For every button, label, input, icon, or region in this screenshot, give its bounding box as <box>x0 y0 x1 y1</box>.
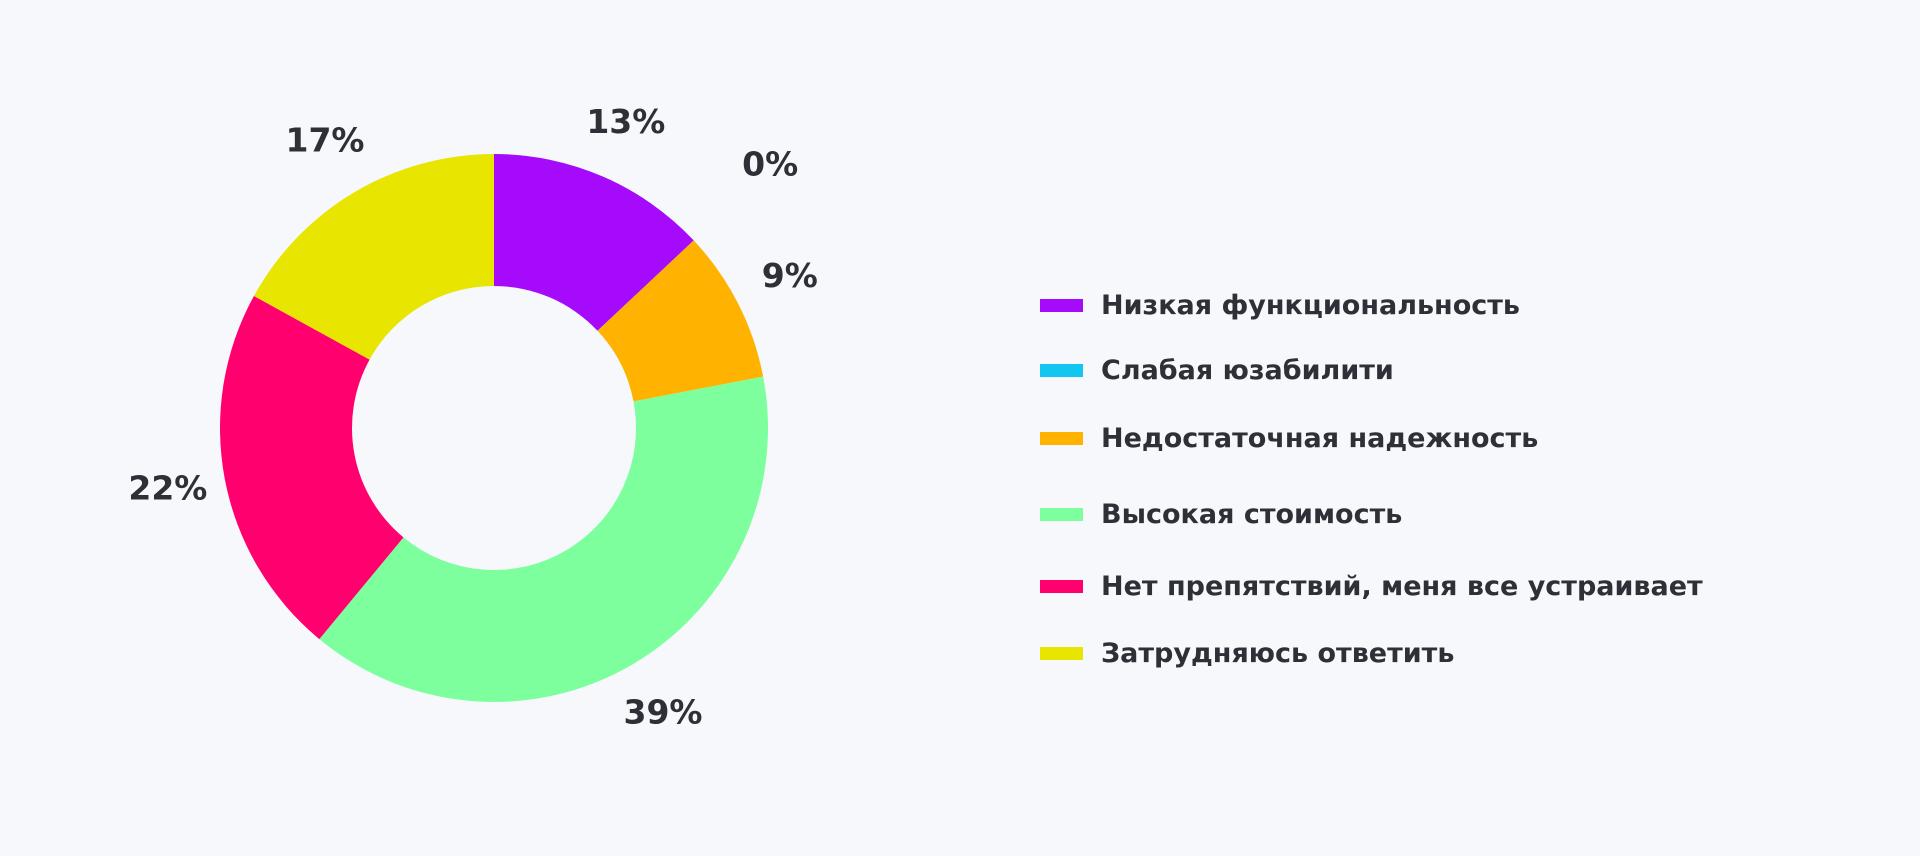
slice-no-obstacles <box>220 295 404 640</box>
legend-item-high-cost: Высокая стоимость <box>1040 494 1402 534</box>
label-weak-usability: 0% <box>742 145 798 184</box>
slice-labels: 13% 0% 9% 39% 22% 17% <box>128 102 817 731</box>
legend-item-no-obstacles: Нет препятствий, меня все устраивает <box>1040 566 1703 606</box>
slice-high-cost <box>319 376 769 702</box>
legend-item-low-reliability: Недостаточная надежность <box>1040 418 1538 458</box>
legend-item-low-functionality: Низкая функциональность <box>1040 285 1520 325</box>
label-no-obstacles: 22% <box>128 469 207 508</box>
chart-legend: Низкая функциональность Слабая юзабилити… <box>1040 0 1900 856</box>
legend-swatch <box>1040 507 1083 521</box>
legend-swatch <box>1040 646 1083 660</box>
legend-label: Нет препятствий, меня все устраивает <box>1101 570 1703 602</box>
legend-swatch <box>1040 431 1083 445</box>
slice-hard-to-answer <box>253 154 494 360</box>
slice-low-reliability <box>597 240 764 402</box>
legend-swatch <box>1040 298 1083 312</box>
donut-slices <box>220 154 769 702</box>
donut-chart: 13% 0% 9% 39% 22% 17% <box>128 102 817 731</box>
legend-label: Низкая функциональность <box>1101 289 1520 321</box>
legend-item-hard-to-answer: Затрудняюсь ответить <box>1040 633 1454 673</box>
legend-label: Затрудняюсь ответить <box>1101 637 1455 669</box>
label-hard-to-answer: 17% <box>285 121 364 160</box>
label-low-reliability: 9% <box>762 256 818 295</box>
legend-swatch <box>1040 579 1083 593</box>
legend-label: Слабая юзабилити <box>1101 354 1394 386</box>
legend-label: Недостаточная надежность <box>1101 422 1539 454</box>
label-low-functionality: 13% <box>586 102 665 141</box>
legend-item-weak-usability: Слабая юзабилити <box>1040 350 1394 390</box>
legend-label: Высокая стоимость <box>1101 498 1403 530</box>
slice-low-functionality <box>494 154 694 331</box>
legend-swatch <box>1040 363 1083 377</box>
label-high-cost: 39% <box>624 692 703 731</box>
